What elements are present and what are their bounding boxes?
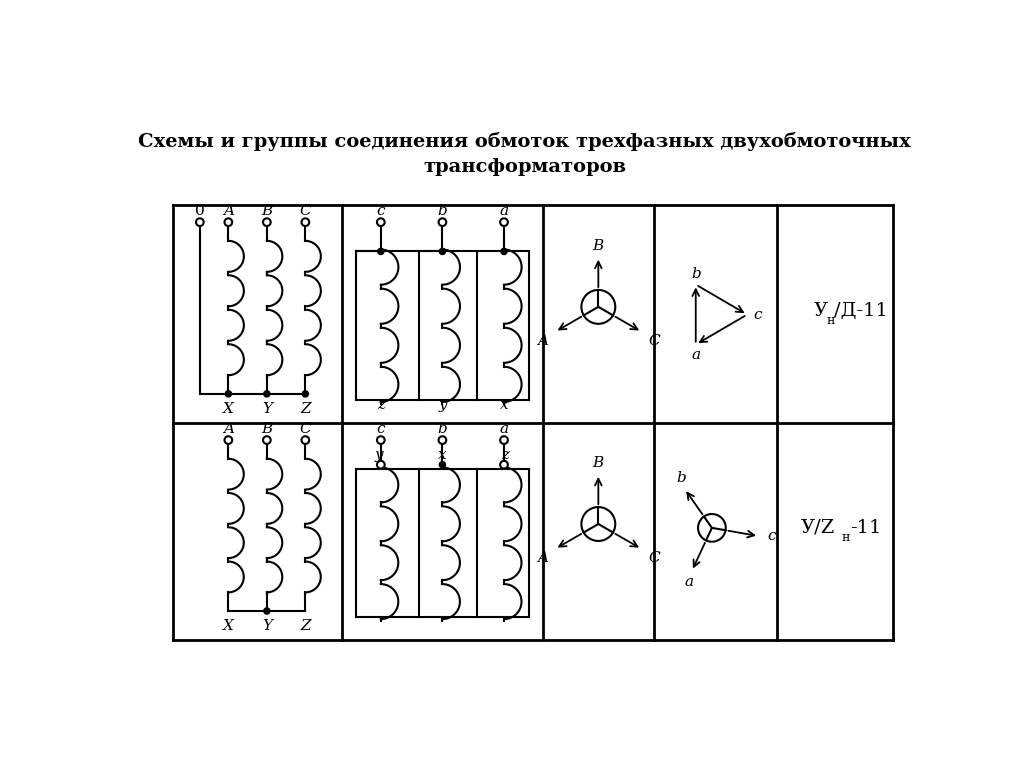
Circle shape — [263, 436, 270, 444]
Text: a: a — [691, 348, 700, 362]
Text: A: A — [223, 423, 233, 436]
Circle shape — [224, 219, 232, 226]
Text: C: C — [300, 204, 311, 219]
Circle shape — [377, 436, 385, 444]
Text: A: A — [538, 334, 548, 348]
Circle shape — [439, 462, 445, 468]
Text: b: b — [437, 423, 447, 436]
Text: y: y — [438, 398, 446, 413]
Text: x: x — [438, 449, 446, 463]
Text: X: X — [223, 402, 233, 416]
Text: z: z — [502, 449, 510, 463]
Circle shape — [438, 436, 446, 444]
Text: a: a — [500, 423, 509, 436]
Text: A: A — [223, 204, 233, 219]
Text: y: y — [375, 449, 384, 463]
Circle shape — [302, 391, 308, 397]
Text: C: C — [648, 551, 659, 565]
Text: B: B — [593, 456, 604, 470]
Circle shape — [500, 436, 508, 444]
Circle shape — [196, 219, 204, 226]
Circle shape — [500, 461, 508, 469]
Text: B: B — [261, 204, 272, 219]
Circle shape — [377, 219, 385, 226]
Text: B: B — [593, 239, 604, 253]
Text: Схемы и группы соединения обмоток трехфазных двухобмоточных: Схемы и группы соединения обмоток трехфа… — [138, 132, 911, 151]
Text: X: X — [223, 620, 233, 634]
Text: a: a — [500, 204, 509, 219]
Text: C: C — [300, 423, 311, 436]
Circle shape — [439, 249, 445, 255]
Circle shape — [264, 391, 270, 397]
Text: -11: -11 — [851, 518, 882, 537]
Text: Y: Y — [262, 620, 272, 634]
Text: У: У — [814, 301, 828, 320]
Text: z: z — [377, 398, 385, 413]
Text: трансформаторов: трансформаторов — [423, 158, 627, 176]
Text: У/Z: У/Z — [801, 518, 836, 537]
Text: c: c — [377, 204, 385, 219]
Text: Z: Z — [300, 402, 310, 416]
Circle shape — [500, 219, 508, 226]
Circle shape — [301, 436, 309, 444]
Circle shape — [264, 608, 270, 614]
Text: x: x — [500, 398, 508, 413]
Text: Z: Z — [300, 620, 310, 634]
Circle shape — [225, 391, 231, 397]
Circle shape — [438, 219, 446, 226]
Text: b: b — [437, 204, 447, 219]
Text: c: c — [754, 308, 762, 321]
Circle shape — [501, 249, 507, 255]
Circle shape — [301, 219, 309, 226]
Text: A: A — [538, 551, 548, 565]
Circle shape — [263, 219, 270, 226]
Text: н: н — [842, 532, 850, 545]
Circle shape — [224, 436, 232, 444]
Text: b: b — [691, 267, 700, 281]
Text: C: C — [648, 334, 659, 348]
Text: c: c — [377, 423, 385, 436]
Text: Y: Y — [262, 402, 272, 416]
Text: н: н — [826, 314, 835, 328]
Circle shape — [378, 249, 384, 255]
Text: /Д-11: /Д-11 — [834, 301, 888, 320]
Text: B: B — [261, 423, 272, 436]
Text: a: a — [684, 575, 693, 589]
Circle shape — [377, 461, 385, 469]
Text: 0: 0 — [195, 204, 205, 219]
Text: b: b — [677, 471, 686, 485]
Text: c: c — [767, 529, 775, 543]
